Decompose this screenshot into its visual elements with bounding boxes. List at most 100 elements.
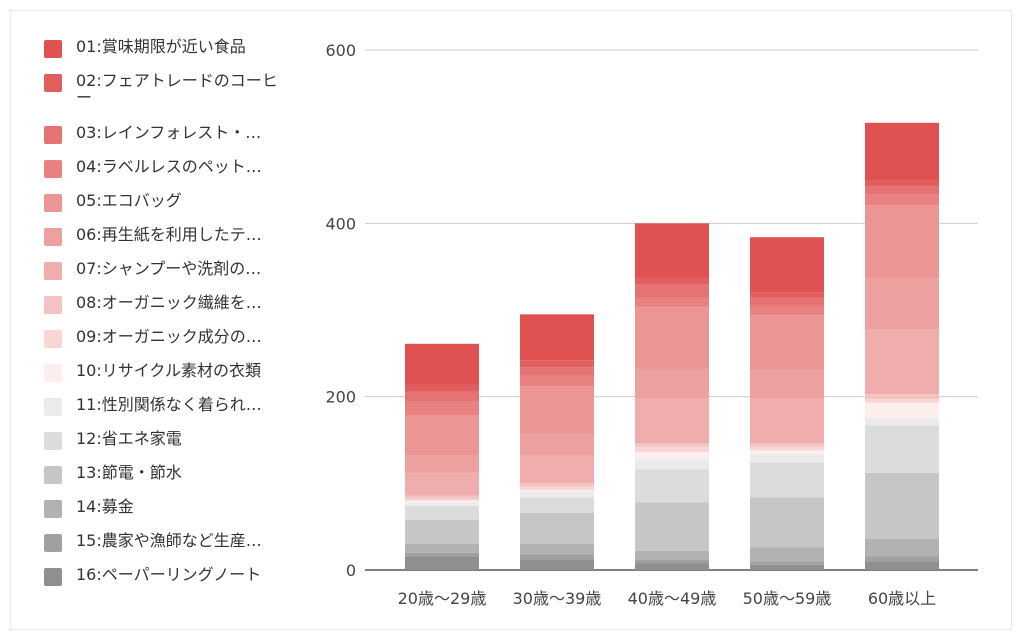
legend-item[interactable]: 04:ラベルレスのペット… [44,158,294,178]
bar-segment[interactable] [405,343,479,385]
bar-segment[interactable] [750,370,824,399]
legend-item[interactable]: 11:性別関係なく着られ… [44,396,294,416]
bar-segment[interactable] [635,443,709,447]
bar-segment[interactable] [405,556,479,570]
legend-item[interactable]: 06:再生紙を利用したテ… [44,226,294,246]
legend-item[interactable]: 02:フェアトレードのコーヒー [44,72,294,106]
bar-segment[interactable] [635,559,709,564]
bar-segment[interactable] [520,544,594,555]
bar-segment[interactable] [865,180,939,187]
bar-stack[interactable] [865,122,939,570]
bar-segment[interactable] [750,443,824,447]
bar-stack[interactable] [405,343,479,570]
bar-segment[interactable] [865,561,939,570]
bar-segment[interactable] [865,472,939,539]
bar-segment[interactable] [750,292,824,298]
legend-item[interactable]: 10:リサイクル素材の衣類 [44,362,294,382]
bar-segment[interactable] [520,492,594,498]
bar-segment[interactable] [520,434,594,456]
bar-segment[interactable] [750,315,824,371]
legend-item[interactable]: 01:賞味期限が近い食品 [44,38,294,58]
bar-segment[interactable] [865,399,939,403]
bar-segment[interactable] [520,483,594,487]
bar-segment[interactable] [520,314,594,361]
legend-item[interactable]: 14:募金 [44,498,294,518]
bar-segment[interactable] [405,519,479,544]
bar-segment[interactable] [520,367,594,376]
bar-segment[interactable] [635,368,709,399]
bar-segment[interactable] [520,455,594,484]
bar-segment[interactable] [750,237,824,293]
bar-segment[interactable] [865,418,939,426]
bar-segment[interactable] [635,297,709,307]
bar-stack[interactable] [635,223,709,570]
bar-segment[interactable] [750,398,824,444]
bar-segment[interactable] [635,284,709,298]
bar-segment[interactable] [405,552,479,557]
bar-segment[interactable] [405,455,479,473]
bar-segment[interactable] [405,401,479,416]
legend-item[interactable]: 08:オーガニック繊維を… [44,294,294,314]
legend-item[interactable]: 13:節電・節水 [44,464,294,484]
bar-segment[interactable] [750,453,824,463]
bar-segment[interactable] [635,446,709,453]
bar-segment[interactable] [865,194,939,206]
bar-segment[interactable] [405,415,479,456]
bar-segment[interactable] [520,554,594,560]
bar-segment[interactable] [750,547,824,562]
bar-segment[interactable] [635,550,709,560]
legend-item[interactable]: 09:オーガニック成分の… [44,328,294,348]
bar-segment[interactable] [405,505,479,520]
bar-segment[interactable] [405,495,479,499]
bar-segment[interactable] [520,497,594,513]
bar-segment[interactable] [750,446,824,451]
bar-segment[interactable] [865,186,939,195]
bar-segment[interactable] [865,329,939,395]
bar-segment[interactable] [865,556,939,562]
bar-stack[interactable] [520,314,594,570]
legend-item[interactable]: 15:農家や漁師など生産… [44,532,294,552]
bar-segment[interactable] [520,386,594,435]
bar-segment[interactable] [865,538,939,557]
bar-segment[interactable] [865,402,939,419]
bar-segment[interactable] [635,278,709,284]
legend-item[interactable]: 16:ペーパーリングノート [44,566,294,586]
bar-segment[interactable] [865,205,939,279]
bar-segment[interactable] [635,306,709,369]
bar-segment[interactable] [405,391,479,402]
bar-segment[interactable] [520,512,594,544]
bar-segment[interactable] [520,559,594,570]
bar-segment[interactable] [750,462,824,498]
legend-item[interactable]: 05:エコバッグ [44,192,294,212]
bar-segment[interactable] [635,452,709,460]
bar-segment[interactable] [520,490,594,492]
legend-item[interactable]: 07:シャンプーや洗剤の… [44,260,294,280]
bar-segment[interactable] [635,459,709,470]
legend-item[interactable]: 03:レインフォレスト・… [44,124,294,144]
bar-segment[interactable] [750,297,824,307]
bar-segment[interactable] [405,500,479,503]
bar-segment[interactable] [405,498,479,501]
bar-segment[interactable] [520,375,594,387]
bar-segment[interactable] [405,472,479,496]
bar-segment[interactable] [635,502,709,551]
bar-segment[interactable] [635,398,709,444]
bar-segment[interactable] [865,425,939,473]
legend-item[interactable]: 12:省エネ家電 [44,430,294,450]
bar-segment[interactable] [750,306,824,316]
bar-segment[interactable] [405,544,479,553]
bar-segment[interactable] [405,384,479,392]
bar-segment[interactable] [865,278,939,330]
bar-segment[interactable] [865,394,939,400]
bar-segment[interactable] [520,486,594,491]
bar-segment[interactable] [750,450,824,454]
bar-segment[interactable] [635,563,709,570]
bar-segment[interactable] [520,360,594,368]
bar-segment[interactable] [865,122,939,181]
bar-segment[interactable] [750,564,824,570]
bar-stack[interactable] [750,237,824,570]
bar-segment[interactable] [635,223,709,279]
bar-segment[interactable] [405,502,479,506]
bar-segment[interactable] [750,497,824,548]
bar-segment[interactable] [635,469,709,503]
